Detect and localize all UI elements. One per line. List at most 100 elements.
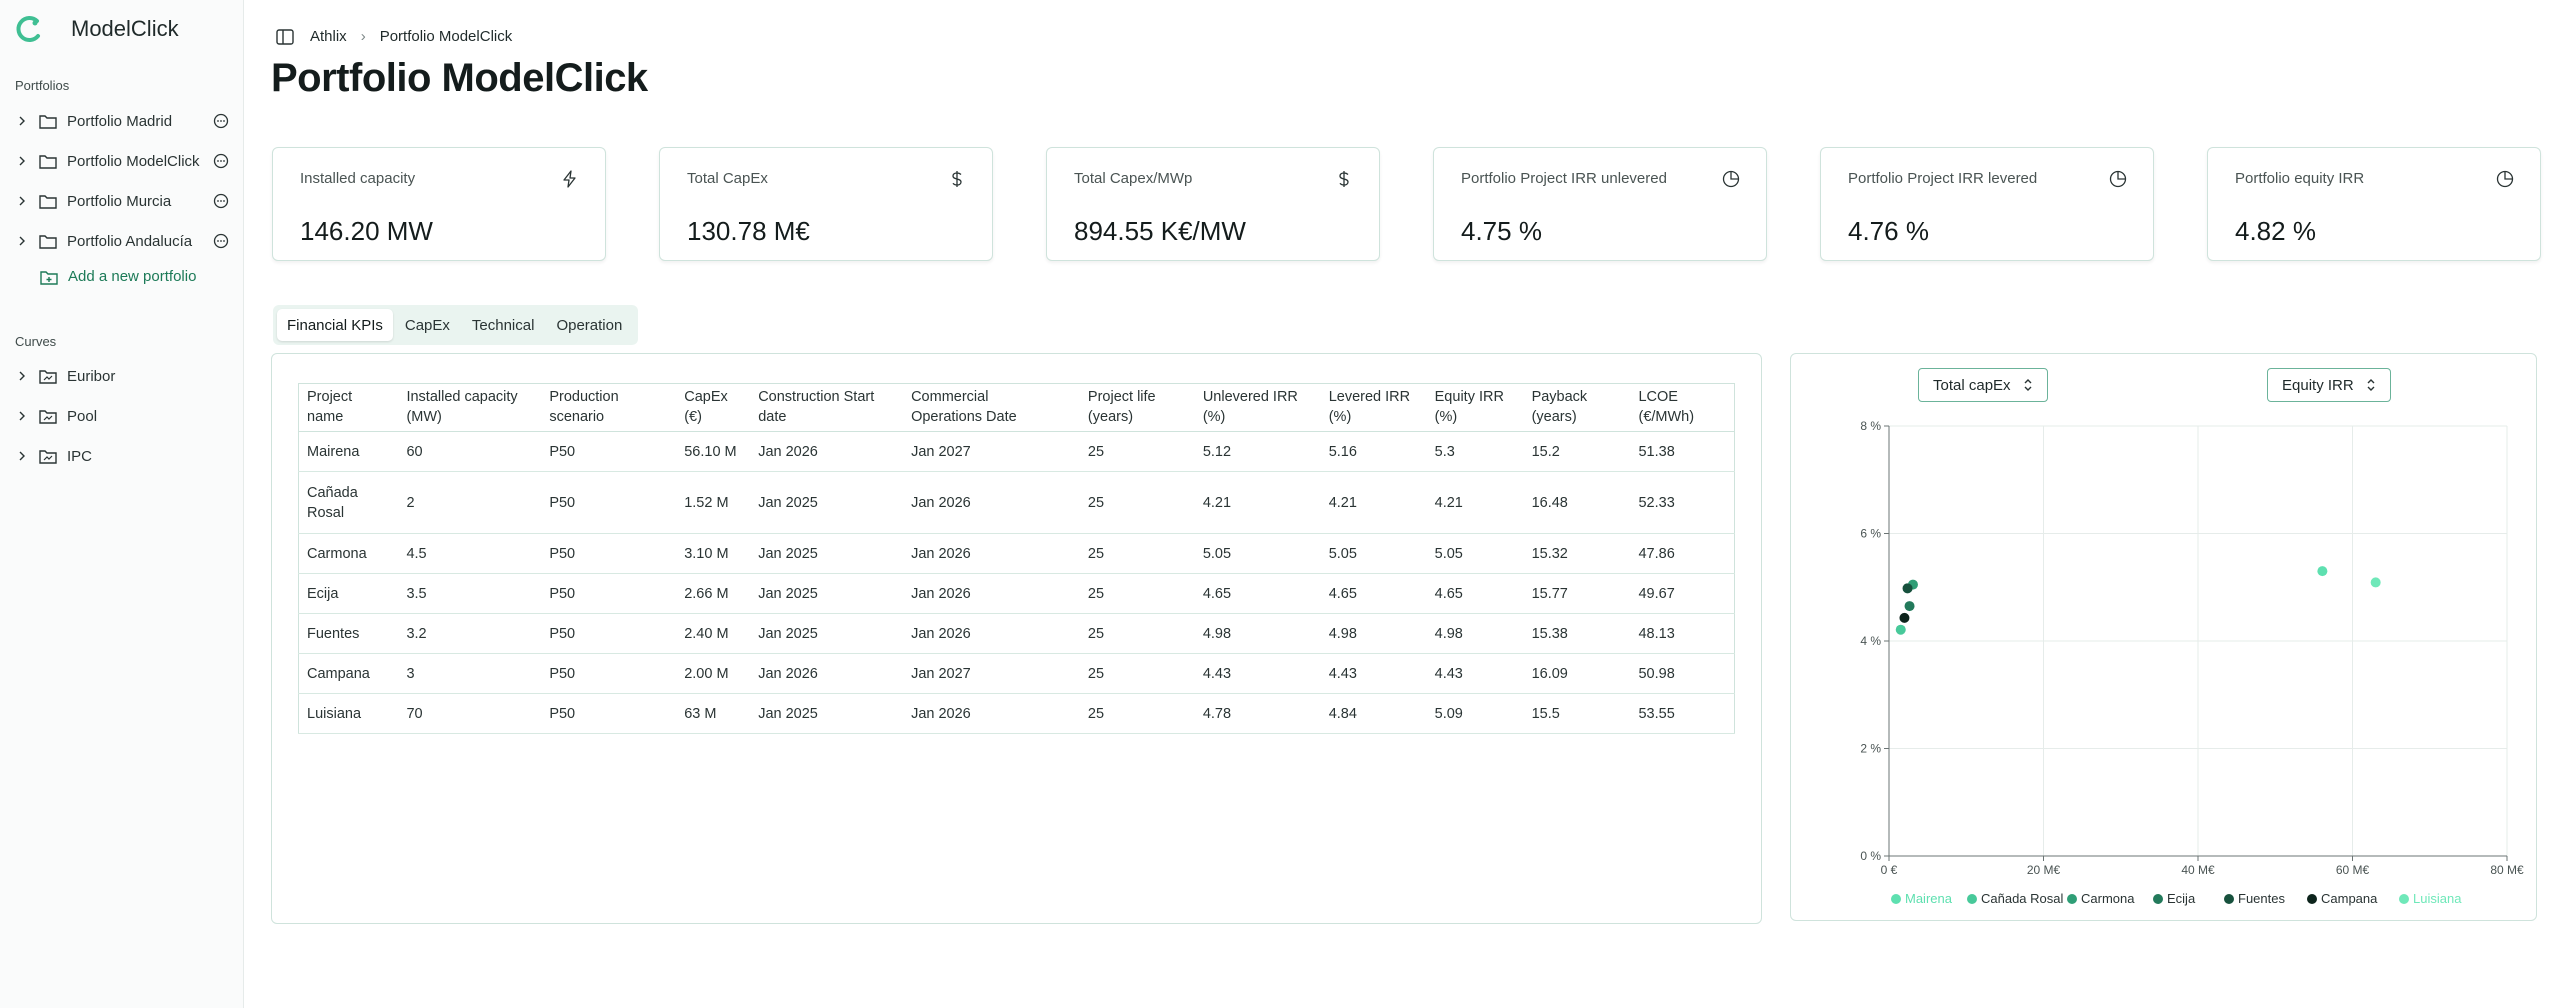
portfolio-label: Portfolio Madrid: [67, 112, 173, 130]
sidebar-curve-item[interactable]: IPC: [15, 441, 229, 471]
table-cell: 4.84: [1320, 693, 1427, 734]
sidebar-portfolio-item[interactable]: Portfolio Murcia: [15, 186, 229, 216]
portfolios-heading: Portfolios: [15, 78, 70, 93]
column-header-line: Installed capacity: [406, 389, 518, 405]
more-options-icon[interactable]: [213, 193, 229, 209]
scatter-point[interactable]: [1899, 612, 1910, 623]
table-cell: 4.5: [398, 533, 542, 574]
scatter-point[interactable]: [1895, 624, 1906, 635]
bolt-icon: [563, 170, 576, 188]
legend-label[interactable]: Fuentes: [2238, 891, 2285, 906]
scatter-point[interactable]: [1904, 601, 1915, 612]
x-tick-label: 0 €: [1881, 863, 1898, 877]
breadcrumb-root[interactable]: Athlix: [310, 28, 347, 45]
chevron-right-icon: [19, 411, 25, 421]
kpi-value: 4.75 %: [1461, 216, 1542, 246]
table-cell: 4.65: [1426, 573, 1524, 614]
scatter-point[interactable]: [2370, 577, 2381, 588]
table-cell: Jan 2026: [903, 613, 1080, 654]
y-axis-select-label: Equity IRR: [2282, 376, 2354, 394]
table-row[interactable]: Mairena 60 P50 56.10 M Jan 2026 Jan 2027 25 5.1…: [298, 431, 1735, 472]
y-tick-label: 6 %: [1860, 527, 1881, 541]
app-name: ModelClick: [71, 16, 179, 41]
scatter-chart-panel: Total capEx Equity IRR 0 € 20 M€ 40 M€ 60 M…: [1790, 353, 2537, 921]
table-cell: Ecija: [298, 573, 399, 614]
table-cell: 5.09: [1426, 693, 1524, 734]
legend-label[interactable]: Luisiana: [2413, 891, 2462, 906]
kpi-label: Portfolio Project IRR unlevered: [1461, 170, 1667, 187]
table-row[interactable]: Luisiana 70 P50 63 M Jan 2025 Jan 2026 25 4.78 4…: [298, 693, 1735, 734]
sidebar-portfolio-item[interactable]: Portfolio ModelClick: [15, 146, 229, 176]
table-cell: 56.10 M: [676, 431, 751, 472]
chart-folder-icon: [39, 450, 57, 464]
scatter-point[interactable]: [1902, 583, 1913, 594]
tab-operation[interactable]: Operation: [556, 316, 623, 334]
y-axis-select[interactable]: Equity IRR: [2267, 368, 2391, 402]
kpi-card: Portfolio equity IRR 4.82 %: [2207, 147, 2541, 261]
sidebar-curve-item[interactable]: Euribor: [15, 361, 229, 391]
column-header: Payback (years): [1523, 383, 1631, 432]
table-cell: Luisiana: [298, 693, 399, 734]
more-options-icon[interactable]: [213, 153, 229, 169]
curve-label: Pool: [67, 407, 98, 425]
dollar-icon: [1339, 171, 1349, 187]
kpi-label: Portfolio equity IRR: [2235, 170, 2365, 187]
column-header-line: (MW): [406, 409, 442, 425]
table-cell: Jan 2026: [750, 431, 904, 472]
table-cell: 25: [1079, 533, 1195, 574]
sidebar-portfolio-item[interactable]: Portfolio Madrid: [15, 106, 229, 136]
column-header-line: scenario: [549, 409, 605, 425]
table-row[interactable]: Campana 3 P50 2.00 M Jan 2026 Jan 2027 25 4.43 4…: [298, 653, 1735, 694]
add-portfolio-button[interactable]: Add a new portfolio: [40, 268, 196, 285]
sidebar-curve-item[interactable]: Pool: [15, 401, 229, 431]
kpi-value: 4.76 %: [1848, 216, 1929, 246]
legend-label[interactable]: Carmona: [2081, 891, 2135, 906]
x-tick-label: 40 M€: [2181, 863, 2215, 877]
tab-financial-kpis[interactable]: Financial KPIs: [277, 309, 393, 341]
tab-capex[interactable]: CapEx: [404, 316, 450, 334]
scatter-point[interactable]: [2317, 566, 2328, 577]
table-row[interactable]: Fuentes 3.2 P50 2.40 M Jan 2025 Jan 2026 25 4.9…: [298, 613, 1735, 654]
table-row[interactable]: Cañada Rosal 2 P50 1.52 M Jan 2025 Jan 2026 25…: [298, 471, 1735, 534]
column-header-line: Commercial: [911, 389, 989, 405]
table-cell: P50: [541, 431, 677, 472]
column-header: LCOE (€/MWh): [1630, 383, 1735, 432]
chevron-right-icon: ›: [360, 28, 366, 45]
x-tick-label: 80 M€: [2490, 863, 2524, 877]
legend-label[interactable]: Campana: [2321, 891, 2378, 906]
table-cell: P50: [541, 693, 677, 734]
more-options-icon[interactable]: [213, 233, 229, 249]
chevron-right-icon: [19, 451, 25, 461]
column-header: Project life (years): [1079, 383, 1195, 432]
table-row[interactable]: Ecija 3.5 P50 2.66 M Jan 2025 Jan 2026 25 4.65 4…: [298, 573, 1735, 614]
sidebar-portfolio-item[interactable]: Portfolio Andalucía: [15, 226, 229, 256]
table-cell: Jan 2026: [750, 653, 904, 694]
table-cell: 4.98: [1194, 613, 1321, 654]
sidebar-toggle-icon[interactable]: [276, 28, 294, 45]
legend-marker: [2067, 894, 2077, 904]
more-options-icon[interactable]: [213, 113, 229, 129]
legend-label[interactable]: Mairena: [1905, 891, 1953, 906]
table-cell: Jan 2025: [750, 471, 904, 534]
legend-marker: [2153, 894, 2163, 904]
table-cell: 5.16: [1320, 431, 1427, 472]
column-header-line: (€): [684, 409, 702, 425]
x-axis-select[interactable]: Total capEx: [1918, 368, 2048, 402]
tab-technical[interactable]: Technical: [471, 316, 535, 334]
kpi-value: 146.20 MW: [300, 216, 433, 246]
legend-label[interactable]: Cañada Rosal: [1981, 891, 2063, 906]
portfolio-label: Portfolio Murcia: [67, 192, 172, 210]
column-header: Project name: [298, 383, 399, 432]
table-cell: 5.05: [1194, 533, 1321, 574]
app-logo[interactable]: ModelClick: [15, 15, 179, 43]
column-header-line: (years): [1087, 409, 1134, 425]
column-header: Levered IRR (%): [1320, 383, 1427, 432]
table-cell: Jan 2027: [903, 431, 1080, 472]
table-cell: Jan 2025: [750, 533, 904, 574]
table-cell: Jan 2025: [750, 613, 904, 654]
legend-label[interactable]: Ecija: [2167, 891, 2196, 906]
legend-marker: [1967, 894, 1977, 904]
table-row[interactable]: Carmona 4.5 P50 3.10 M Jan 2025 Jan 2026 25 5.0…: [298, 533, 1735, 574]
table-cell: Campana: [298, 653, 399, 694]
y-tick-label: 8 %: [1860, 419, 1881, 433]
